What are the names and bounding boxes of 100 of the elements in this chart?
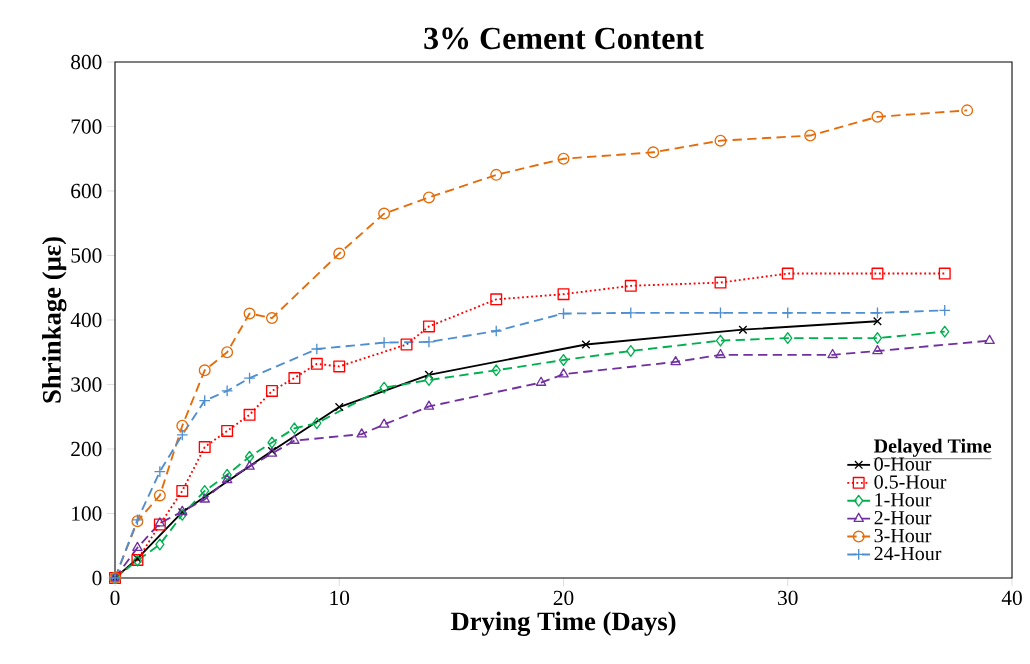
- y-tick-label: 700: [71, 119, 102, 134]
- point: [647, 146, 660, 159]
- y-tick-label: 300: [71, 377, 102, 392]
- y-tick-label: 800: [71, 54, 102, 70]
- point: [177, 508, 187, 521]
- point: [670, 355, 681, 366]
- point: [781, 306, 794, 319]
- point: [378, 336, 391, 349]
- point: [827, 348, 838, 359]
- point: [873, 316, 882, 326]
- legend-label: 1-Hour: [875, 493, 932, 507]
- point: [940, 325, 950, 338]
- point: [535, 376, 547, 386]
- point: [557, 152, 570, 165]
- x-tick-label: 40: [1001, 590, 1022, 606]
- point: [153, 518, 166, 531]
- point: [154, 517, 166, 527]
- point: [244, 460, 255, 470]
- point: [400, 338, 413, 351]
- point: [871, 110, 884, 123]
- chart-title: 3% Cement Content: [424, 27, 704, 50]
- point: [289, 422, 300, 435]
- point: [781, 267, 794, 280]
- point: [333, 247, 346, 260]
- x-axis-title: Drying Time (Days): [450, 611, 676, 636]
- point: [356, 428, 367, 438]
- point: [244, 450, 255, 463]
- point: [132, 541, 143, 552]
- point: [624, 306, 637, 319]
- legend-label: 24-Hour: [874, 546, 942, 561]
- point: [738, 325, 748, 335]
- point: [581, 340, 591, 349]
- point: [221, 346, 234, 359]
- point: [243, 307, 256, 320]
- point: [176, 484, 189, 497]
- point: [424, 370, 434, 380]
- y-tick-label: 200: [71, 441, 102, 457]
- point: [221, 384, 234, 397]
- point: [289, 434, 300, 444]
- point: [379, 381, 389, 394]
- point: [491, 364, 501, 377]
- point: [961, 104, 974, 117]
- legend-label: 0.5-Hour: [874, 475, 947, 489]
- legend-label: 3-Hour: [874, 528, 932, 543]
- point: [200, 484, 210, 497]
- y-tick-label: 600: [71, 183, 102, 199]
- point: [243, 372, 256, 385]
- point: [310, 357, 323, 370]
- point: [624, 279, 637, 292]
- legend-label: 0-Hour: [874, 457, 932, 471]
- point: [310, 343, 323, 356]
- point: [871, 267, 884, 280]
- x-tick-label: 30: [778, 590, 798, 606]
- point: [490, 168, 503, 181]
- point: [155, 538, 165, 551]
- point: [558, 353, 569, 366]
- point: [243, 408, 256, 421]
- point: [221, 473, 233, 484]
- legend-title: Delayed Time: [874, 438, 992, 457]
- point: [267, 436, 277, 449]
- point: [557, 307, 570, 320]
- point: [422, 191, 435, 204]
- point: [198, 394, 211, 407]
- point: [334, 402, 344, 412]
- point: [423, 400, 435, 410]
- point: [557, 288, 570, 301]
- point: [984, 334, 995, 344]
- point: [378, 418, 390, 428]
- x-tick-label: 10: [330, 590, 350, 606]
- point: [872, 332, 883, 345]
- point: [804, 129, 817, 142]
- point: [199, 493, 210, 503]
- point: [176, 419, 189, 432]
- point: [626, 344, 636, 357]
- point: [424, 373, 434, 386]
- point: [422, 335, 435, 348]
- point: [490, 293, 503, 306]
- point: [872, 344, 883, 355]
- point: [198, 441, 211, 454]
- y-tick-label: 100: [72, 506, 102, 521]
- point: [714, 276, 727, 289]
- point: [490, 324, 503, 337]
- x-tick-label: 20: [553, 590, 574, 606]
- point: [221, 424, 234, 437]
- point: [378, 207, 391, 220]
- point: [333, 360, 346, 373]
- point: [222, 468, 232, 481]
- point: [938, 304, 951, 317]
- point: [714, 134, 727, 147]
- point: [153, 465, 166, 478]
- point: [783, 332, 793, 345]
- y-axis-title: Shrinkage (με): [42, 237, 67, 403]
- legend-label: 2-Hour: [874, 511, 932, 525]
- point: [265, 384, 278, 397]
- point: [422, 320, 435, 333]
- point: [938, 267, 951, 280]
- point: [176, 428, 189, 441]
- point: [871, 306, 884, 319]
- y-tick-label: 0: [92, 570, 102, 586]
- point: [153, 489, 166, 502]
